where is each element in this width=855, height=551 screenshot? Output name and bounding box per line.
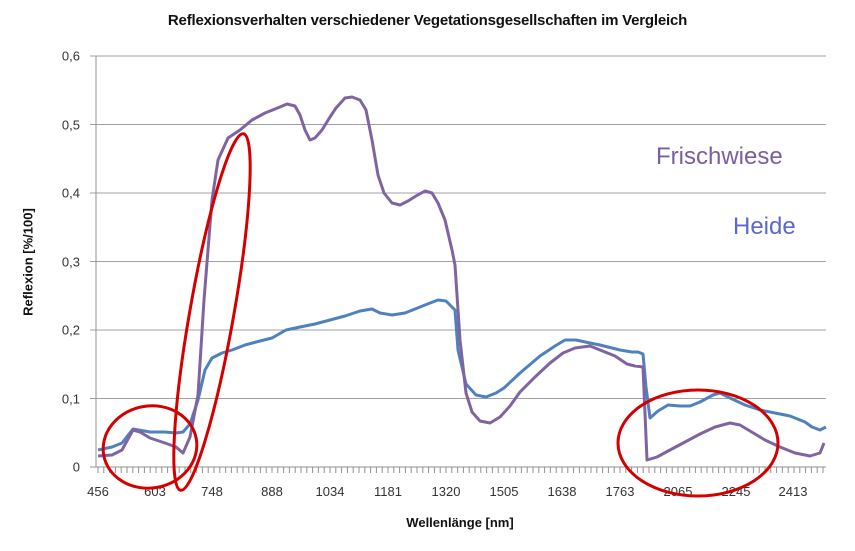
x-tick: 1034 xyxy=(315,484,345,499)
annotation-ellipse-red-edge xyxy=(172,132,252,492)
y-tick: 0 xyxy=(72,459,80,475)
y-tick: 0,5 xyxy=(61,117,80,132)
y-tick: 0,4 xyxy=(61,185,80,201)
x-axis-label: Wellenlänge [nm] xyxy=(406,515,514,530)
x-minor-ticks xyxy=(97,467,824,473)
x-tick: 1763 xyxy=(605,484,635,499)
x-tick: 1638 xyxy=(547,484,577,499)
x-tick: 748 xyxy=(201,484,223,499)
annotation-circle-visible-range xyxy=(101,404,199,490)
x-tick: 888 xyxy=(261,484,283,499)
x-tick: 2413 xyxy=(778,484,808,499)
x-tick: 1505 xyxy=(489,484,519,499)
legend-frischwiese: Frischwiese xyxy=(656,143,783,170)
y-tick: 0,1 xyxy=(61,391,80,406)
series-frischwiese-line xyxy=(97,95,826,462)
x-tick: 1181 xyxy=(374,484,402,499)
x-tick: 456 xyxy=(87,484,109,499)
chart-title: Reflexionsverhalten verschiedener Vegeta… xyxy=(167,12,688,29)
y-tick: 0,2 xyxy=(61,322,80,338)
y-tick: 0,6 xyxy=(61,48,80,64)
x-tick: 1320 xyxy=(431,484,461,499)
red-annotation-circles xyxy=(101,132,780,498)
annotation-ellipse-swir xyxy=(616,388,780,498)
legend-heide: Heide xyxy=(733,213,796,240)
gridlines xyxy=(90,55,826,399)
y-tick: 0,3 xyxy=(61,254,80,269)
